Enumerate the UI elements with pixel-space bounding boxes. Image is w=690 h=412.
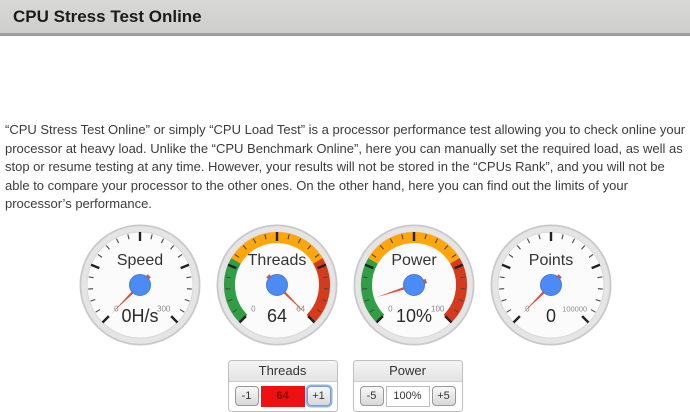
gauge-threads-min-label: 0 (251, 304, 256, 313)
power-control-panel: Power -5 100% +5 (353, 360, 463, 412)
gauge-power-title: Power (391, 252, 437, 269)
gauge-speed-hub (129, 274, 150, 295)
gauge-speed-title: Speed (116, 252, 162, 269)
gauge-points-min-label: 0 (525, 304, 530, 313)
blank-ad-space (0, 36, 690, 121)
description-paragraph: “CPU Stress Test Online” or simply “CPU … (5, 121, 686, 214)
gauge-threads-hub (266, 274, 287, 295)
threads-panel-title: Threads (229, 361, 337, 382)
power-panel-title: Power (354, 361, 462, 382)
power-panel-body: -5 100% +5 (354, 382, 462, 411)
power-increment-button[interactable]: +5 (432, 386, 456, 406)
power-value-field[interactable]: 100% (386, 386, 430, 407)
gauge-points: Points 0 100000 0 (489, 223, 613, 347)
gauge-points-value: 0 (545, 306, 555, 326)
gauge-speed-value: 0H/s (121, 306, 158, 326)
gauge-threads-title: Threads (247, 252, 306, 269)
control-panels-row: Threads -1 64 +1 Power -5 100% +5 (0, 360, 690, 412)
gauge-power-max-label: 100 (431, 304, 445, 313)
power-decrement-button[interactable]: -5 (360, 386, 384, 406)
threads-decrement-button[interactable]: -1 (235, 386, 259, 406)
gauge-points-hub (540, 274, 561, 295)
gauge-points-svg: Points 0 100000 0 (489, 223, 613, 347)
gauge-power-hub (403, 274, 424, 295)
threads-value-field[interactable]: 64 (261, 386, 305, 407)
threads-control-panel: Threads -1 64 +1 (228, 360, 338, 412)
gauge-speed-max-label: 300 (157, 304, 171, 313)
gauge-power-min-label: 0 (388, 304, 393, 313)
page-title: CPU Stress Test Online (13, 7, 202, 26)
gauge-power-value: 10% (395, 306, 431, 326)
gauge-speed-min-label: 0 (114, 304, 119, 313)
threads-panel-body: -1 64 +1 (229, 382, 337, 411)
page-header: CPU Stress Test Online (0, 0, 690, 36)
threads-increment-button[interactable]: +1 (307, 386, 331, 406)
gauge-points-max-label: 100000 (562, 304, 587, 313)
gauge-points-title: Points (528, 252, 572, 269)
gauge-threads-value: 64 (266, 306, 286, 326)
